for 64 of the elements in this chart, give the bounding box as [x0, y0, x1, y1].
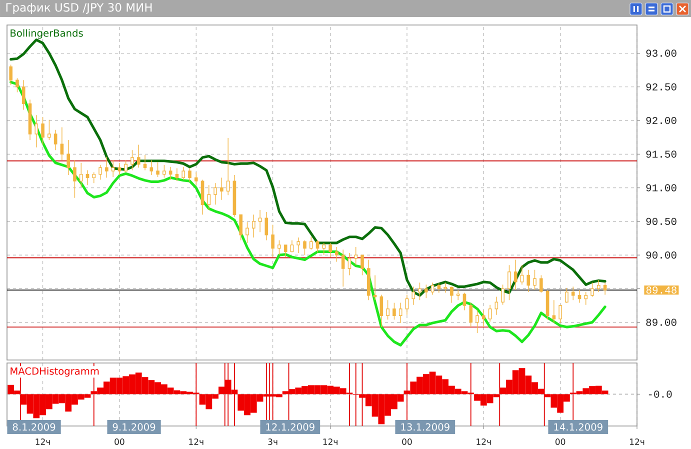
- candlestick: [380, 294, 384, 328]
- candlestick: [456, 290, 460, 300]
- x-tick-label: 12ч: [476, 438, 491, 445]
- x-tick-label: 00: [402, 438, 412, 445]
- candlestick: [437, 282, 441, 294]
- candlestick: [488, 304, 492, 322]
- candlestick: [264, 212, 268, 241]
- x-tick-label: 12ч: [323, 438, 338, 445]
- y-tick-label: 92.50: [646, 83, 676, 90]
- candlestick: [603, 282, 607, 296]
- y-tick-label: 93.00: [646, 50, 676, 57]
- x-tick-label: 00: [555, 438, 566, 445]
- candlestick: [430, 282, 434, 296]
- x-tick-label: 12ч: [189, 438, 204, 445]
- candlestick: [258, 210, 262, 233]
- annotation: 13.1.2009: [401, 423, 450, 431]
- candlestick: [578, 290, 582, 304]
- y-tick-label: 90.00: [646, 251, 676, 259]
- candlestick: [546, 290, 550, 320]
- candlestick: [168, 166, 172, 180]
- x-tick-label: 00: [114, 438, 124, 445]
- candlestick: [520, 264, 524, 285]
- candlestick: [207, 184, 211, 210]
- candlestick: [118, 162, 122, 176]
- chart-title: График USD /JPY 30 МИН: [6, 3, 152, 14]
- annotation: BollingerBands: [10, 29, 83, 39]
- y-tick-label: 90.50: [646, 218, 676, 225]
- ref-line-label: -0.0: [648, 390, 672, 398]
- candlestick: [143, 154, 147, 171]
- candlestick: [462, 292, 466, 311]
- candlestick: [552, 300, 556, 324]
- x-tick-label: 3ч: [268, 438, 278, 445]
- candlestick: [398, 302, 402, 324]
- y-tick-label: 91.00: [646, 184, 676, 192]
- candlestick: [28, 99, 32, 140]
- annotation: 9.1.2009: [112, 423, 156, 431]
- candlestick: [92, 172, 96, 184]
- y-tick-label: 92.00: [646, 116, 676, 124]
- candlestick: [322, 242, 326, 256]
- candlestick: [200, 179, 204, 216]
- y-tick-label: 89.00: [646, 318, 676, 326]
- candlestick: [226, 138, 230, 196]
- ref-line-label: 89.48: [646, 286, 676, 294]
- candlestick: [86, 170, 90, 186]
- candlestick: [60, 126, 64, 161]
- candlestick: [316, 240, 320, 253]
- y-tick-label: 91.50: [646, 150, 676, 158]
- candlestick: [175, 168, 179, 182]
- candlestick: [373, 274, 377, 300]
- candlestick: [232, 174, 236, 218]
- chart-title: MACDHistogramm: [10, 367, 99, 377]
- x-tick-label: 12ч: [36, 438, 50, 445]
- candlestick: [290, 240, 294, 252]
- annotation: 8.1.2009: [12, 423, 56, 431]
- annotation: 12.1.2009: [266, 423, 314, 431]
- candlestick: [150, 160, 154, 176]
- candlestick: [34, 114, 38, 148]
- x-tick-label: 12ч: [630, 438, 644, 445]
- candlestick: [405, 294, 409, 316]
- candlestick: [111, 160, 115, 178]
- candlestick: [54, 130, 58, 150]
- candlestick: [348, 252, 352, 276]
- annotation: 14.1.2009: [554, 423, 602, 431]
- candlestick: [341, 249, 345, 288]
